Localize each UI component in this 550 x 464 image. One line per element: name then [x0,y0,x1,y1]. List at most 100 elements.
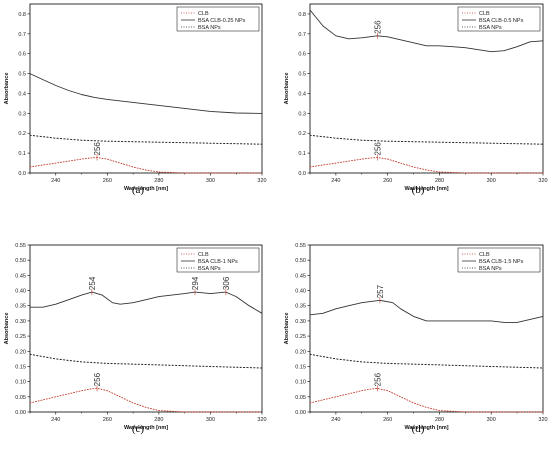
y-tick-label: 0.15 [15,364,26,370]
y-tick-label: 0.8 [18,12,26,18]
y-tick-label: 0.40 [15,289,26,295]
peak-label: 256 [93,372,102,386]
y-tick-label: 0.25 [295,334,306,340]
x-tick-label: 300 [206,178,215,184]
y-tick-label: 0.05 [295,395,306,401]
series-line [29,157,263,174]
y-tick-label: 0.7 [18,32,26,38]
x-tick-label: 300 [206,417,215,423]
legend-entry: BSA CLB-0.25 NPs [198,18,246,24]
x-tick-label: 240 [51,417,60,423]
y-tick-label: 0.1 [298,151,306,157]
x-tick-label: 260 [383,417,392,423]
y-axis-label: Absorbance [284,73,290,105]
chart-panel: 240 260 280 300 320 0.0 0.1 0.2 0.3 0.4 0.5 0.6 0.7 0… [4,3,267,196]
y-axis-label: Absorbance [4,313,10,345]
x-tick-label: 260 [103,417,112,423]
y-tick-label: 0.35 [15,304,26,310]
y-tick-label: 0.50 [295,258,306,264]
y-tick-label: 0.55 [295,243,306,249]
y-axis-label: Absorbance [284,313,290,345]
peak-label: 294 [191,276,200,290]
peak-label: 257 [376,284,385,298]
series-line [29,291,263,314]
x-tick-label: 240 [331,178,340,184]
y-tick-label: 0.8 [298,12,306,18]
x-tick-label: 240 [51,178,60,184]
series-line [29,353,263,369]
x-tick-label: 300 [487,417,496,423]
legend-entry: BSA CLB-1 NPs [198,259,238,265]
y-tick-label: 0.2 [18,131,26,137]
y-tick-label: 0.05 [15,395,26,401]
y-tick-label: 0.00 [295,410,306,416]
y-tick-label: 0.55 [15,243,26,249]
x-axis-label: Wavelength [nm] [124,186,168,192]
y-tick-label: 0.45 [15,273,26,279]
plot-frame [309,3,544,174]
legend-box [176,6,260,32]
legend-entry: CLB [479,11,490,17]
panel-label: (b) [412,184,425,196]
x-axis-label: Wavelength [nm] [404,186,448,192]
y-tick-label: 0.5 [298,72,306,78]
y-tick-label: 0.4 [298,91,306,97]
y-tick-label: 0.4 [18,91,26,97]
plot-frame [29,3,263,174]
x-tick-label: 240 [331,417,340,423]
chart-panel: 240 260 280 300 320 0.00 0.05 0.10 0.15 0.20 0.25 0… [284,243,548,435]
legend-entry: BSA CLB-0.5 NPs [479,18,524,24]
y-tick-label: 0.2 [298,131,306,137]
y-tick-label: 0.15 [295,364,306,370]
plot-frame [29,244,263,413]
x-tick-label: 320 [257,178,266,184]
x-tick-label: 260 [383,178,392,184]
y-tick-label: 0.10 [15,380,26,386]
y-tick-label: 0.35 [295,304,306,310]
y-tick-label: 0.7 [298,32,306,38]
panel-label: (d) [412,423,425,435]
legend-box [176,247,260,273]
y-tick-label: 0.30 [15,319,26,325]
x-tick-label: 320 [257,417,266,423]
series-line [29,134,263,145]
legend-box [457,247,541,273]
legend-entry: CLB [198,252,209,258]
legend-entry: BSA NPs [198,266,221,272]
x-tick-label: 320 [538,417,547,423]
peak-label: 256 [373,372,382,386]
legend-entry: BSA NPs [479,266,502,272]
legend-entry: BSA CLB-1.5 NPs [479,259,524,265]
legend-entry: CLB [479,252,490,258]
y-tick-label: 0.45 [295,273,306,279]
series-line [309,299,544,323]
y-tick-label: 0.0 [18,171,26,177]
y-tick-label: 0.20 [15,349,26,355]
chart-panel: 240 260 280 300 320 0.00 0.05 0.10 0.15 0.20 0.25 0… [4,243,267,435]
y-axis-label: Absorbance [4,73,10,105]
series-line [29,387,263,413]
y-tick-label: 0.6 [18,52,26,58]
y-tick-label: 0.00 [15,410,26,416]
legend-entry: BSA NPs [198,25,221,31]
series-line [309,157,544,174]
peak-label: 256 [373,142,382,156]
peak-label: 306 [222,276,231,290]
y-tick-label: 0.20 [295,349,306,355]
peak-label: 256 [373,20,382,34]
legend-entry: BSA NPs [479,25,502,31]
y-tick-label: 0.10 [295,380,306,386]
x-tick-label: 320 [538,178,547,184]
y-tick-label: 0.3 [18,111,26,117]
y-tick-label: 0.5 [18,72,26,78]
x-tick-label: 280 [154,178,163,184]
series-line [309,134,544,145]
y-tick-label: 0.0 [298,171,306,177]
x-tick-label: 280 [154,417,163,423]
series-line [309,9,544,53]
panel-label: (a) [132,184,145,196]
y-tick-label: 0.30 [295,319,306,325]
peak-label: 254 [88,276,97,290]
series-line [29,73,263,114]
